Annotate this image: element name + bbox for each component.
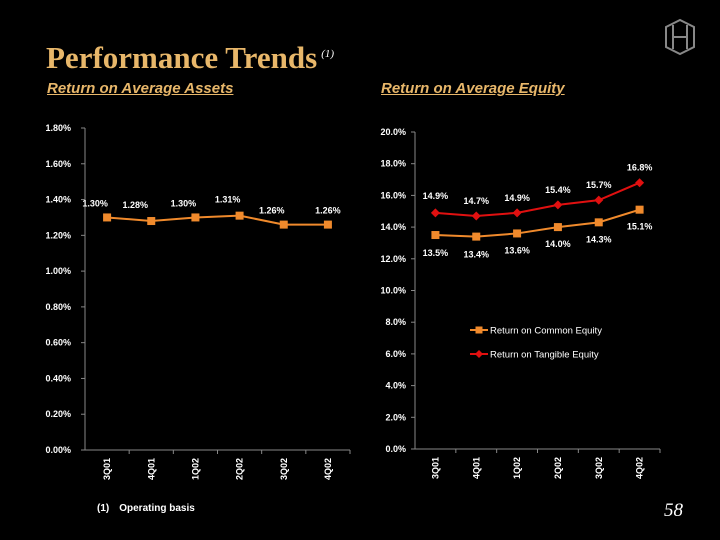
- series-line: [435, 208, 640, 238]
- y-tick-label: 0.0%: [385, 444, 406, 454]
- data-point-diamond: [594, 195, 604, 205]
- data-label: 14.9%: [504, 193, 530, 203]
- y-tick-label: 1.00%: [45, 266, 71, 276]
- data-point-diamond: [430, 208, 440, 218]
- data-point-diamond: [553, 200, 563, 210]
- data-label: 14.3%: [586, 234, 612, 244]
- y-tick-label: 12.0%: [380, 254, 406, 264]
- x-tick-label: 4Q02: [323, 458, 333, 480]
- y-tick-label: 0.20%: [45, 409, 71, 419]
- x-tick-label: 1Q02: [512, 457, 522, 479]
- data-label: 15.1%: [627, 222, 653, 232]
- legend-label: Return on Tangible Equity: [490, 350, 599, 361]
- data-point-square: [635, 205, 644, 214]
- chart-0: 0.00% 0.20% 0.40% 0.60% 0.80% 1.00% 1.20% 1.40%…: [45, 123, 351, 480]
- legend-item: Return on Common Equity: [470, 326, 602, 337]
- data-point-diamond: [635, 178, 645, 188]
- y-tick-label: 0.40%: [45, 373, 71, 383]
- footnote-text: Operating basis: [119, 503, 195, 514]
- y-tick-label: 1.40%: [45, 195, 71, 205]
- series-line: [107, 214, 328, 226]
- x-tick-label: 2Q02: [235, 458, 245, 480]
- data-label: 16.8%: [627, 163, 653, 173]
- y-tick-label: 2.0%: [385, 412, 406, 422]
- data-label: 13.5%: [423, 248, 449, 258]
- footnote: (1) Operating basis: [97, 503, 205, 514]
- chart-title-roae: Return on Average Equity: [381, 80, 565, 97]
- data-label: 1.30%: [82, 198, 108, 208]
- y-tick-label: 1.20%: [45, 230, 71, 240]
- data-label: 1.30%: [171, 198, 197, 208]
- x-tick-label: 4Q01: [146, 458, 156, 480]
- company-logo-icon: [665, 18, 695, 56]
- x-tick-label: 3Q01: [430, 457, 440, 479]
- y-tick-label: 0.80%: [45, 302, 71, 312]
- data-label: 1.26%: [259, 206, 285, 216]
- y-tick-label: 0.00%: [45, 445, 71, 455]
- data-point-square: [594, 218, 603, 227]
- x-tick-label: 1Q02: [190, 458, 200, 480]
- data-label: 1.26%: [315, 206, 341, 216]
- x-tick-label: 3Q01: [102, 458, 112, 480]
- data-label: 14.7%: [463, 196, 489, 206]
- x-tick-label: 3Q02: [594, 457, 604, 479]
- data-point-diamond: [512, 208, 522, 218]
- data-label: 1.28%: [122, 200, 148, 210]
- y-tick-label: 4.0%: [385, 381, 406, 391]
- data-label: 13.4%: [463, 250, 489, 260]
- y-tick-label: 16.0%: [380, 190, 406, 200]
- x-tick-label: 4Q02: [635, 457, 645, 479]
- data-point-diamond: [471, 211, 481, 221]
- data-point-square: [323, 220, 332, 229]
- legend-item: Return on Tangible Equity: [470, 350, 599, 361]
- y-tick-label: 8.0%: [385, 317, 406, 327]
- data-point-square: [553, 223, 562, 232]
- legend-label: Return on Common Equity: [490, 326, 602, 337]
- data-label: 14.0%: [545, 239, 571, 249]
- legend-marker: [475, 326, 483, 334]
- y-tick-label: 14.0%: [380, 222, 406, 232]
- legend-marker: [475, 350, 483, 358]
- data-label: 1.31%: [215, 195, 241, 205]
- series-line: [435, 181, 640, 218]
- y-tick-label: 1.80%: [45, 123, 71, 133]
- data-label: 14.9%: [423, 191, 449, 201]
- title-footnote-marker: (1): [321, 47, 335, 60]
- y-tick-label: 0.60%: [45, 338, 71, 348]
- page-number: 58: [664, 500, 683, 521]
- data-point-square: [103, 213, 112, 222]
- footnote-marker: (1): [97, 503, 110, 514]
- data-point-square: [191, 213, 200, 222]
- data-point-square: [147, 217, 156, 226]
- data-label: 13.6%: [504, 245, 530, 255]
- x-tick-label: 2Q02: [553, 457, 563, 479]
- chart-title-roaa: Return on Average Assets: [47, 80, 234, 97]
- chart-1: 0.0% 2.0% 4.0% 6.0% 8.0% 10.0% 12.0% 14.0% 16.0%…: [380, 127, 661, 479]
- data-point-square: [513, 229, 522, 238]
- data-point-square: [472, 232, 481, 241]
- data-label: 15.7%: [586, 180, 612, 190]
- data-point-square: [235, 211, 244, 220]
- page-title: Performance Trends (1): [46, 40, 335, 75]
- y-tick-label: 20.0%: [380, 127, 406, 137]
- data-label: 15.4%: [545, 185, 571, 195]
- x-tick-label: 3Q02: [279, 458, 289, 480]
- x-tick-label: 4Q01: [471, 457, 481, 479]
- y-tick-label: 6.0%: [385, 349, 406, 359]
- y-tick-label: 10.0%: [380, 286, 406, 296]
- data-point-square: [279, 220, 288, 229]
- y-tick-label: 1.60%: [45, 159, 71, 169]
- y-tick-label: 18.0%: [380, 159, 406, 169]
- data-point-square: [431, 231, 440, 240]
